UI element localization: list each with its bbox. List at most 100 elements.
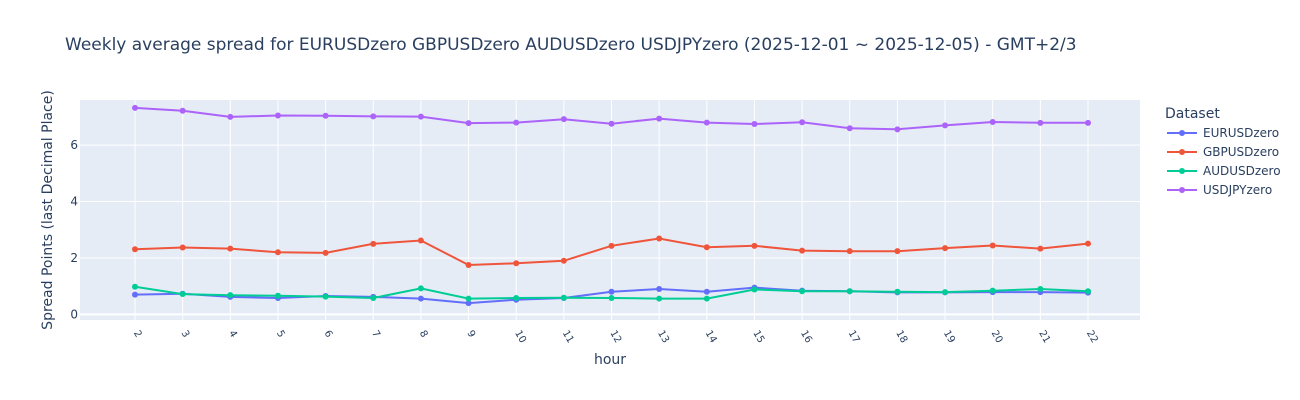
series-AUDUSDzero: [132, 283, 1091, 302]
legend-label: GBPUSDzero: [1203, 145, 1279, 159]
data-point: [751, 286, 758, 293]
legend-marker: [1179, 168, 1185, 174]
x-tick-label: 10: [512, 329, 528, 346]
data-point: [322, 249, 329, 256]
x-axis: 2 3 4 5 6 7 8 9 10 11 12 13 14 15 16 17 18 19 20 21 22: [131, 329, 1100, 346]
data-point: [989, 119, 996, 125]
x-tick-label: 3: [179, 329, 192, 340]
x-tick-label: 7: [369, 329, 382, 340]
grid: [80, 100, 1140, 320]
x-tick-label: 4: [226, 329, 239, 340]
data-point: [417, 237, 424, 244]
data-point: [132, 283, 138, 290]
data-point: [1085, 119, 1091, 126]
data-point: [846, 125, 853, 132]
data-point: [322, 293, 329, 300]
x-tick-label: 8: [417, 329, 430, 340]
legend-item[interactable]: EURUSDzero: [1167, 126, 1279, 140]
plot-area: [80, 100, 1140, 320]
data-point: [227, 113, 234, 120]
data-point: [179, 291, 186, 298]
data-point: [942, 245, 949, 252]
data-point: [1085, 240, 1091, 247]
y-axis: 0 2 4 6: [70, 138, 78, 321]
data-point: [751, 120, 758, 127]
legend-label: AUDUSDzero: [1203, 164, 1281, 178]
legend-marker: [1179, 187, 1185, 193]
data-point: [465, 120, 472, 127]
data-point: [227, 292, 234, 299]
x-tick-label: 22: [1084, 329, 1100, 346]
data-point: [656, 235, 663, 242]
x-tick-label: 20: [989, 329, 1005, 346]
x-tick-label: 19: [941, 329, 957, 346]
data-point: [703, 119, 710, 126]
legend-item[interactable]: AUDUSDzero: [1167, 164, 1281, 178]
data-point: [322, 112, 329, 119]
data-point: [989, 242, 996, 249]
data-point: [560, 294, 567, 301]
data-point: [656, 285, 663, 292]
data-point: [560, 257, 567, 264]
legend-item[interactable]: USDJPYzero: [1167, 183, 1272, 197]
x-tick-label: 6: [322, 329, 335, 340]
data-point: [274, 112, 281, 119]
data-point: [417, 113, 424, 120]
x-tick-label: 9: [464, 329, 477, 340]
data-point: [560, 116, 567, 123]
data-point: [894, 126, 901, 133]
legend-items: EURUSDzero GBPUSDzero AUDUSDzero USDJPYzero: [1167, 126, 1281, 197]
x-tick-label: 21: [1036, 329, 1052, 346]
data-point: [703, 288, 710, 295]
x-tick-label: 11: [560, 329, 576, 346]
data-point: [227, 245, 234, 252]
data-point: [274, 292, 281, 299]
x-tick-label: 16: [798, 329, 814, 346]
data-point: [989, 287, 996, 294]
data-point: [1037, 245, 1044, 252]
data-point: [1037, 285, 1044, 292]
legend-label: EURUSDzero: [1203, 126, 1279, 140]
data-point: [799, 119, 806, 126]
data-point: [370, 113, 377, 120]
data-point: [1085, 288, 1091, 295]
x-tick-label: 5: [274, 329, 287, 340]
x-tick-label: 15: [750, 329, 766, 346]
series-USDJPYzero: [132, 104, 1091, 133]
legend-marker: [1179, 130, 1185, 136]
data-point: [799, 288, 806, 295]
data-point: [656, 115, 663, 122]
data-point: [751, 242, 758, 249]
data-point: [703, 244, 710, 251]
legend-item[interactable]: GBPUSDzero: [1167, 145, 1279, 159]
data-point: [513, 295, 520, 301]
data-point: [1037, 119, 1044, 126]
x-tick-label: 14: [703, 329, 719, 346]
series-GBPUSDzero: [132, 235, 1091, 268]
data-point: [417, 295, 424, 302]
data-point: [179, 107, 186, 114]
legend-label: USDJPYzero: [1203, 183, 1272, 197]
data-point: [846, 288, 853, 295]
x-tick-label: 13: [655, 329, 671, 346]
data-point: [608, 120, 615, 127]
x-axis-title: hour: [594, 352, 626, 368]
data-point: [656, 295, 663, 302]
data-point: [894, 288, 901, 295]
x-tick-label: 2: [131, 329, 144, 340]
data-point: [942, 122, 949, 129]
data-point: [465, 300, 472, 307]
data-point: [608, 288, 615, 295]
data-point: [132, 104, 138, 111]
x-tick-label: 12: [607, 329, 623, 346]
data-point: [370, 240, 377, 247]
data-point: [799, 247, 806, 254]
data-point: [465, 262, 472, 268]
series-layer: [132, 104, 1091, 307]
y-tick-label: 2: [70, 251, 78, 265]
x-tick-label: 18: [893, 329, 909, 346]
data-point: [465, 295, 472, 302]
chart-title: Weekly average spread for EURUSDzero GBP…: [65, 35, 1077, 55]
data-point: [608, 242, 615, 249]
